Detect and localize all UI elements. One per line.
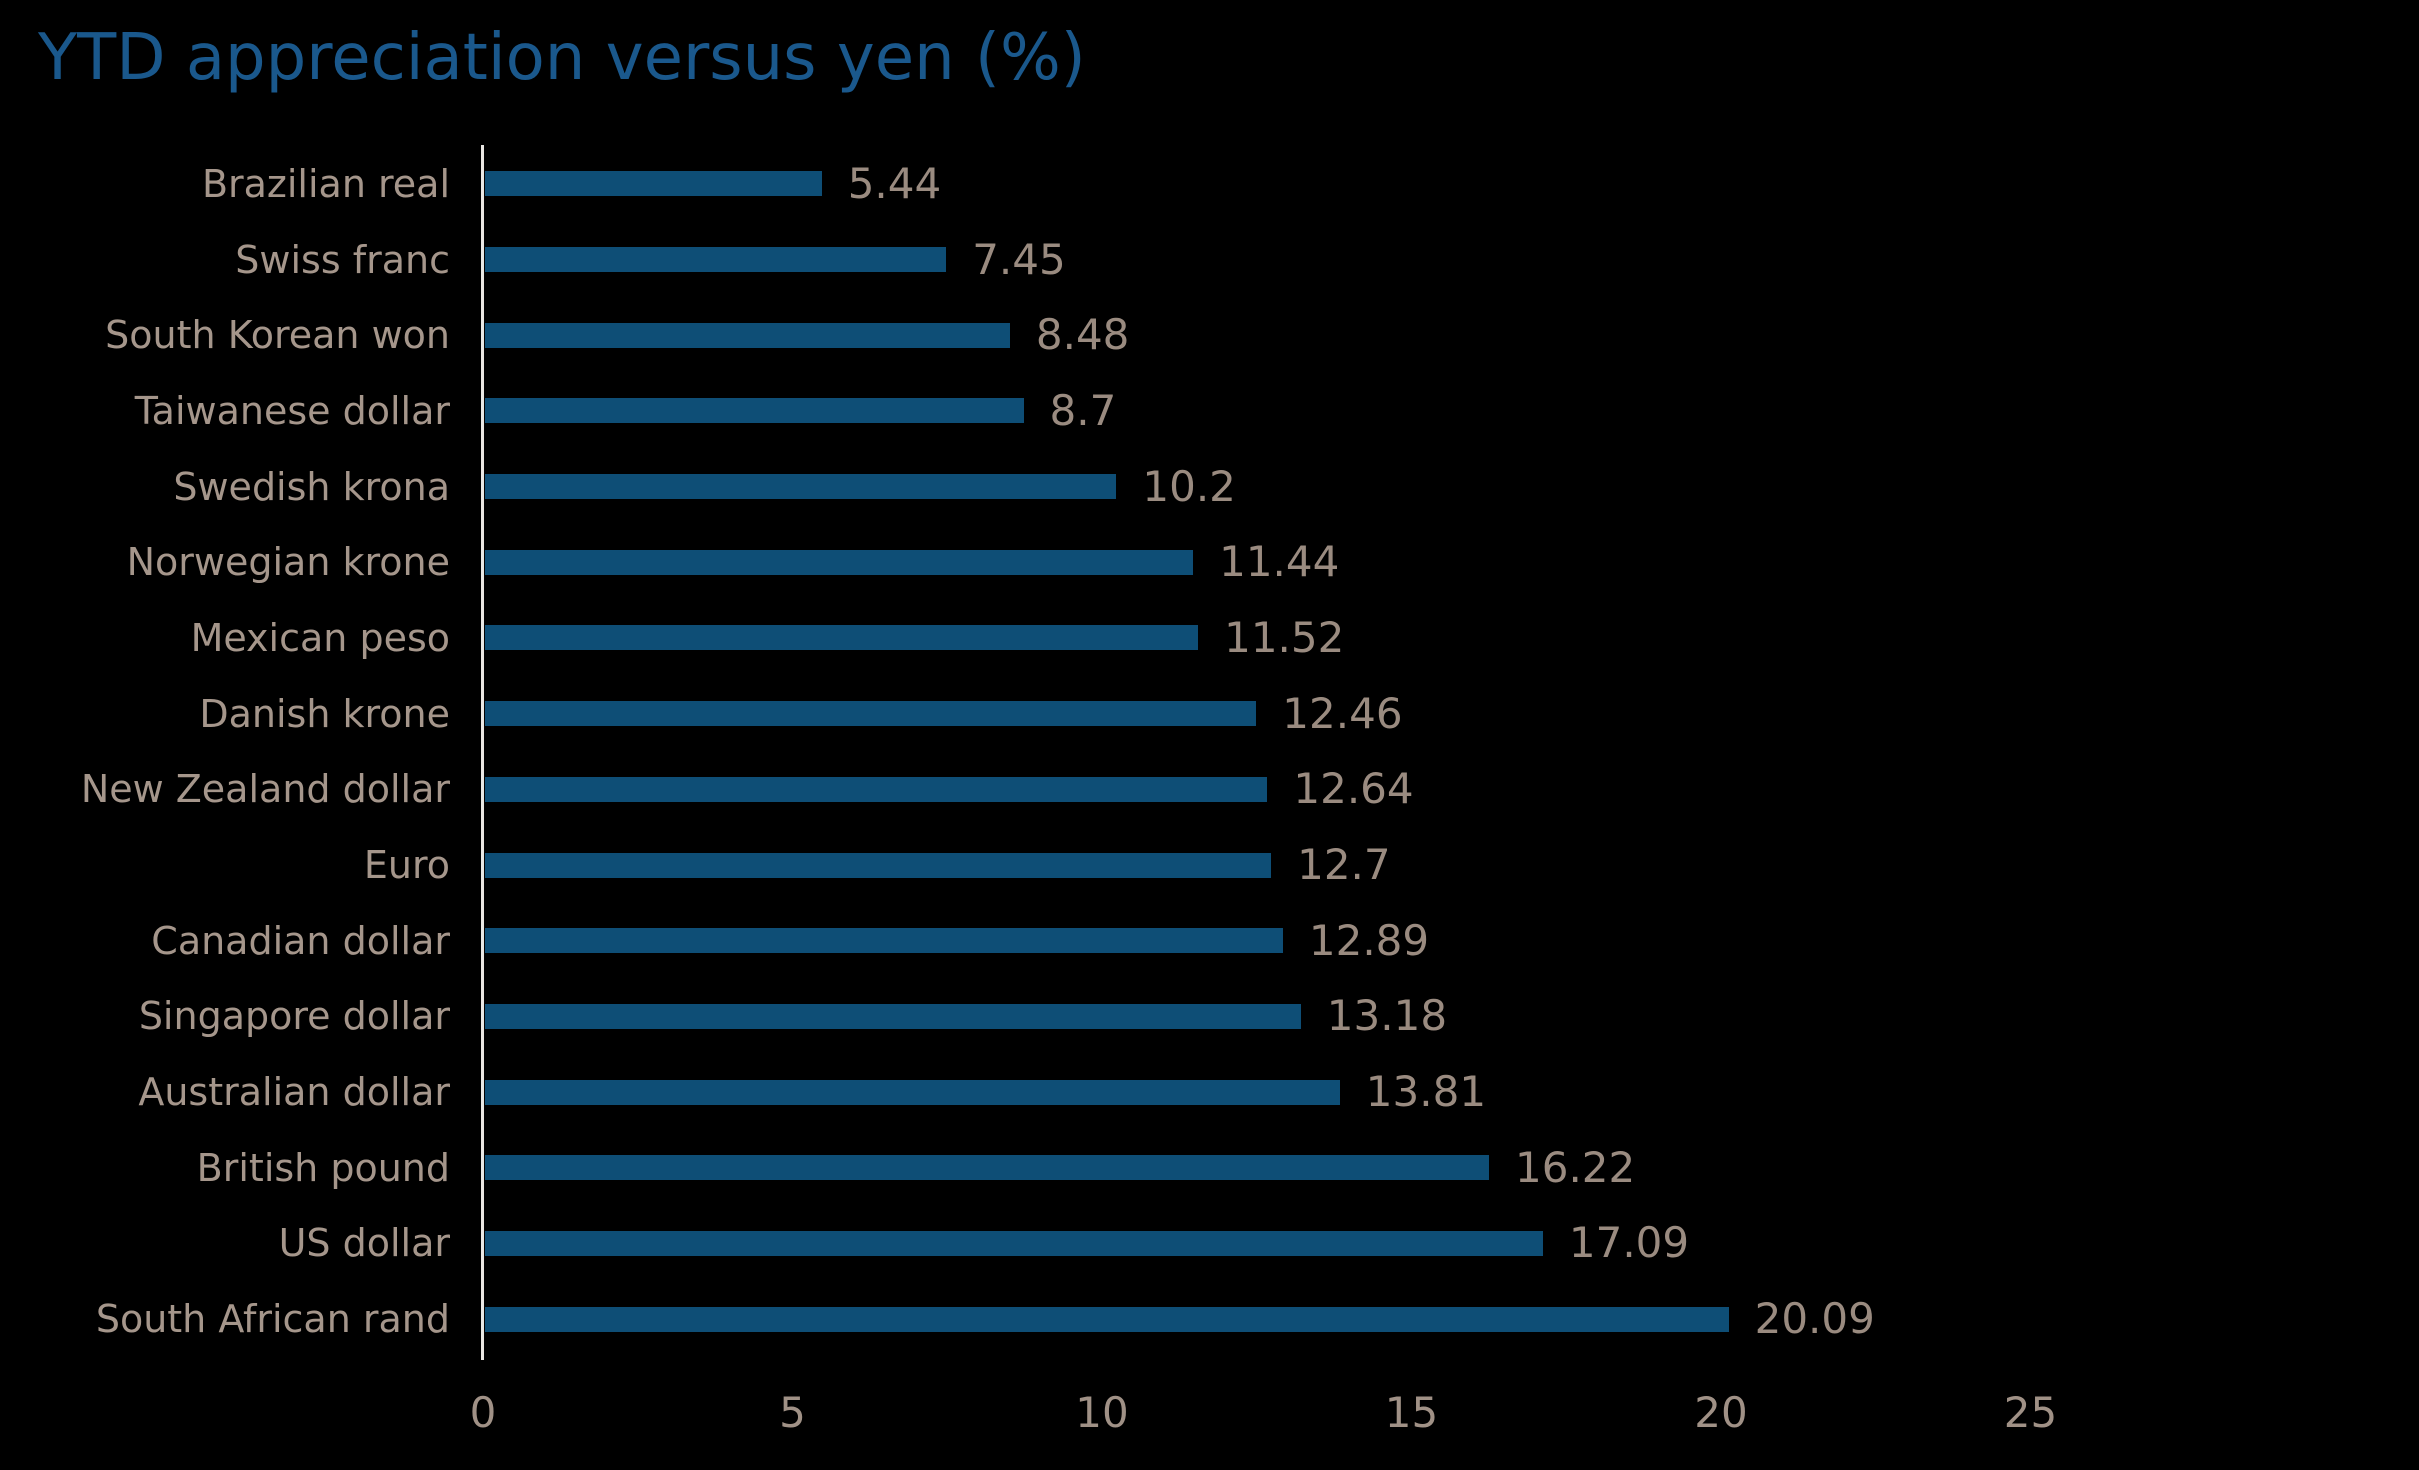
category-label: Norwegian krone bbox=[126, 540, 450, 585]
category-label: Canadian dollar bbox=[151, 918, 450, 963]
bar-row: Swiss franc 7.45 bbox=[0, 222, 2419, 298]
x-tick-label: 25 bbox=[2003, 1388, 2058, 1437]
category-label: Brazilian real bbox=[201, 161, 450, 206]
category-label: Mexican peso bbox=[190, 615, 450, 660]
value-label: 20.09 bbox=[1754, 1294, 1875, 1344]
value-label: 12.46 bbox=[1282, 688, 1403, 738]
category-label: British pound bbox=[196, 1145, 450, 1190]
category-label: Singapore dollar bbox=[138, 994, 450, 1039]
chart-title: YTD appreciation versus yen (%) bbox=[38, 21, 1086, 95]
bar-row: Danish krone 12.46 bbox=[0, 676, 2419, 752]
x-tick-label: 15 bbox=[1384, 1388, 1439, 1437]
axis-baseline bbox=[481, 145, 484, 1360]
bar bbox=[485, 1003, 1301, 1029]
value-label: 10.2 bbox=[1142, 461, 1236, 511]
bar-row: Norwegian krone 11.44 bbox=[0, 524, 2419, 600]
category-label: US dollar bbox=[278, 1221, 450, 1266]
category-label: South African rand bbox=[95, 1297, 450, 1342]
bar bbox=[485, 247, 947, 273]
x-tick-label: 0 bbox=[469, 1388, 497, 1437]
bar bbox=[485, 549, 1194, 575]
value-label: 11.44 bbox=[1219, 537, 1340, 587]
bar-row: Taiwanese dollar 8.7 bbox=[0, 373, 2419, 449]
bar bbox=[485, 322, 1010, 348]
bar bbox=[485, 171, 822, 197]
value-label: 12.7 bbox=[1297, 840, 1391, 890]
value-label: 12.89 bbox=[1308, 915, 1430, 965]
bar-rows: Brazilian real 5.44 Swiss franc 7.45 Sou… bbox=[0, 146, 2419, 1357]
category-label: Swedish krona bbox=[173, 464, 450, 509]
bar-row: Canadian dollar 12.89 bbox=[0, 903, 2419, 979]
value-label: 5.44 bbox=[847, 158, 942, 208]
category-label: Danish krone bbox=[199, 691, 450, 736]
bar bbox=[485, 852, 1272, 878]
bar bbox=[485, 625, 1199, 651]
category-label: Swiss franc bbox=[235, 237, 450, 282]
x-tick-label: 20 bbox=[1694, 1388, 1748, 1437]
value-label: 12.64 bbox=[1293, 764, 1414, 814]
x-tick-label: 10 bbox=[1075, 1388, 1129, 1437]
bar bbox=[485, 398, 1024, 424]
bar-row: South African rand 20.09 bbox=[0, 1281, 2419, 1357]
category-label: New Zealand dollar bbox=[80, 767, 450, 812]
bar-row: South Korean won 8.48 bbox=[0, 297, 2419, 373]
value-label: 11.52 bbox=[1224, 612, 1345, 662]
bar bbox=[485, 1155, 1489, 1181]
bar-row: US dollar 17.09 bbox=[0, 1206, 2419, 1282]
bar bbox=[485, 1079, 1340, 1105]
bar bbox=[485, 1306, 1729, 1332]
bar-row: Brazilian real 5.44 bbox=[0, 146, 2419, 222]
bar bbox=[485, 776, 1268, 802]
value-label: 7.45 bbox=[972, 234, 1066, 284]
value-label: 16.22 bbox=[1515, 1142, 1636, 1192]
bar-row: British pound 16.22 bbox=[0, 1130, 2419, 1206]
category-label: South Korean won bbox=[105, 313, 450, 358]
value-label: 17.09 bbox=[1568, 1218, 1690, 1268]
bar bbox=[485, 928, 1283, 954]
value-label: 13.81 bbox=[1365, 1067, 1487, 1117]
bar-row: Australian dollar 13.81 bbox=[0, 1054, 2419, 1130]
value-label: 8.48 bbox=[1035, 310, 1130, 360]
x-tick-label: 5 bbox=[779, 1388, 806, 1437]
value-label: 13.18 bbox=[1326, 991, 1448, 1041]
bar bbox=[485, 701, 1257, 727]
category-label: Taiwanese dollar bbox=[134, 388, 450, 433]
bar bbox=[485, 474, 1117, 500]
bar-row: Mexican peso 11.52 bbox=[0, 600, 2419, 676]
bar bbox=[485, 1230, 1543, 1256]
bar-row: Singapore dollar 13.18 bbox=[0, 979, 2419, 1055]
value-label: 8.7 bbox=[1049, 385, 1117, 435]
bar-row: New Zealand dollar 12.64 bbox=[0, 752, 2419, 828]
bar-row: Swedish krona 10.2 bbox=[0, 449, 2419, 525]
category-label: Australian dollar bbox=[138, 1070, 450, 1115]
category-label: Euro bbox=[363, 843, 450, 888]
bar-row: Euro 12.7 bbox=[0, 827, 2419, 903]
